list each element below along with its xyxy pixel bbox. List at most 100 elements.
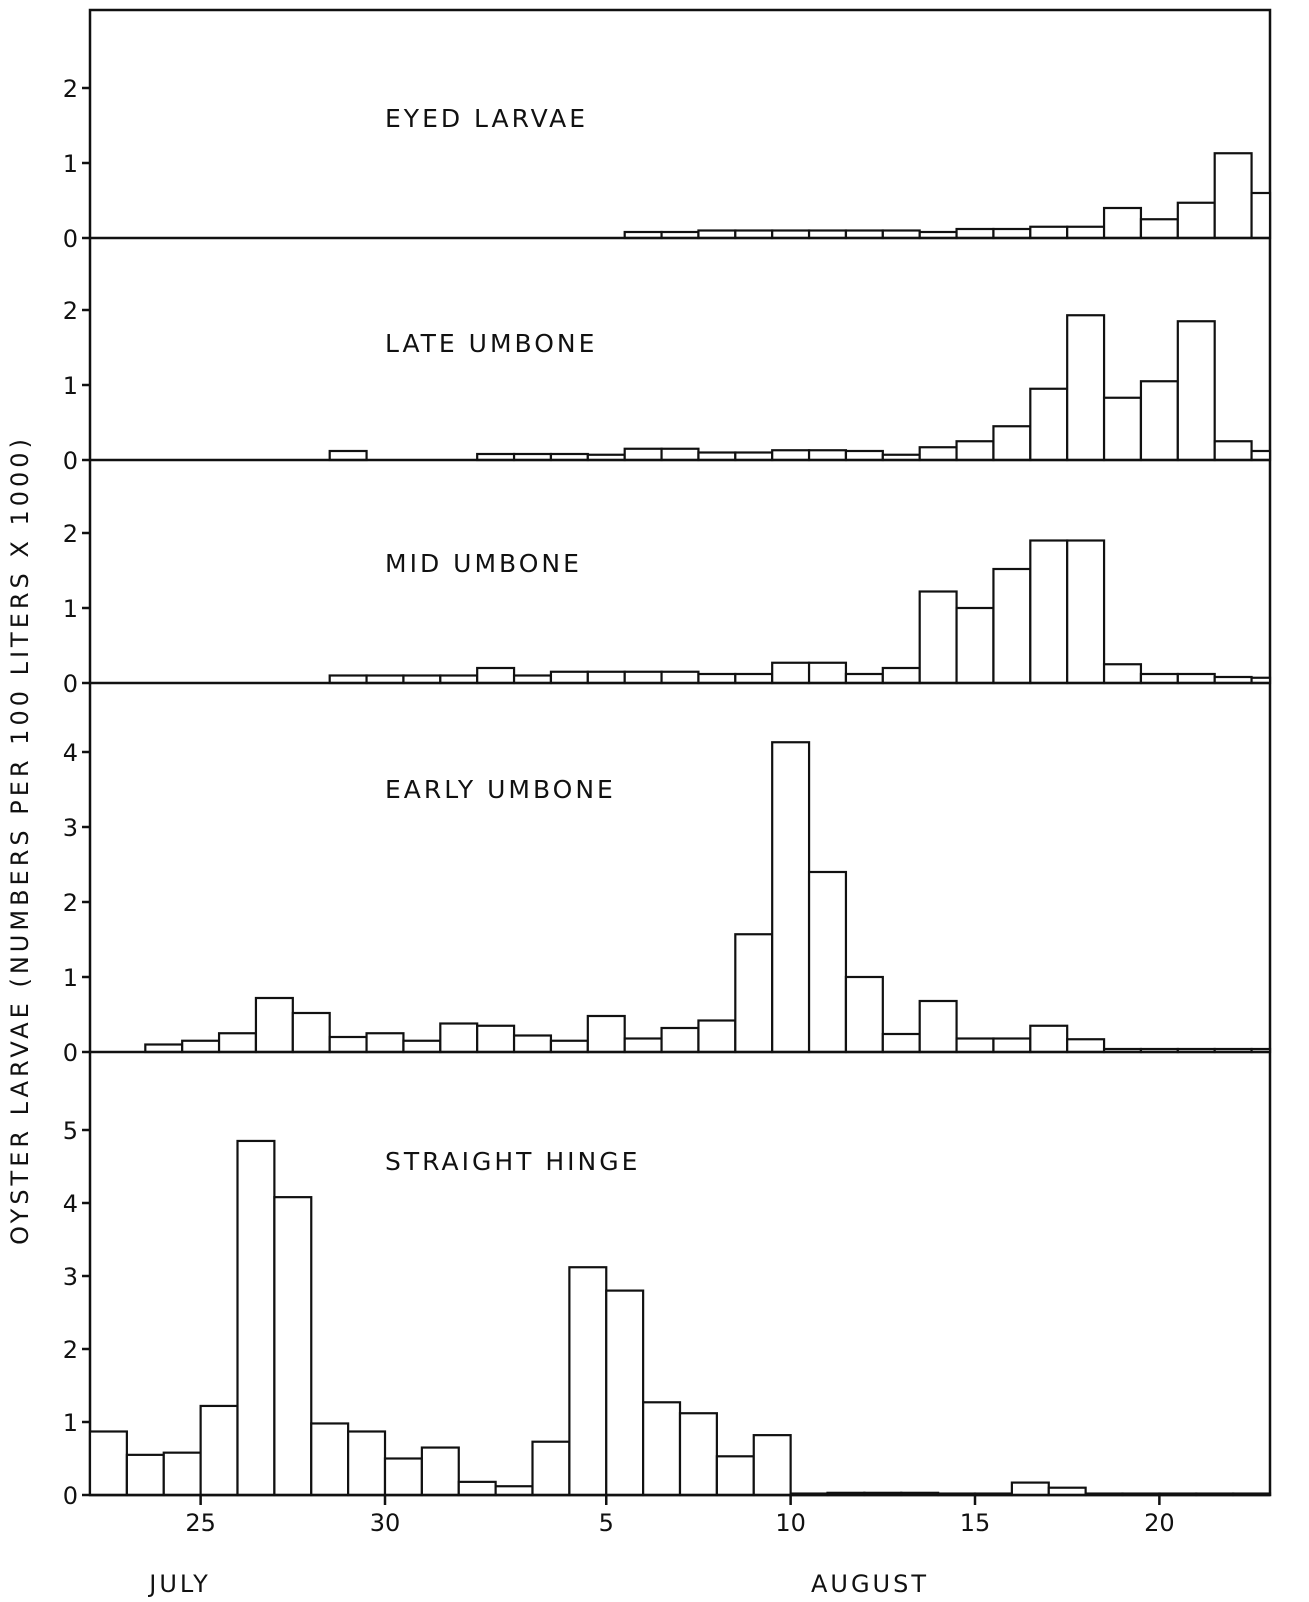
panel-title: EARLY UMBONE xyxy=(385,775,616,804)
panel-late-umbone: 0 1 2 LATE UMBONE xyxy=(63,297,1272,475)
bar xyxy=(992,227,1032,240)
month-label-july: JULY xyxy=(147,1570,211,1598)
bar xyxy=(1250,449,1272,462)
bar xyxy=(310,1422,350,1497)
bar xyxy=(1213,152,1253,240)
y-axis-label: OYSTER LARVAE (NUMBERS PER 100 LITERS X … xyxy=(6,435,34,1245)
bar xyxy=(217,1032,258,1054)
y-tick-label: 3 xyxy=(63,814,78,842)
y-tick-label: 0 xyxy=(63,447,78,475)
bar xyxy=(752,1434,792,1497)
bar xyxy=(734,672,774,685)
bar xyxy=(549,670,589,685)
y-tick-label: 2 xyxy=(63,1336,78,1364)
y-tick-label: 0 xyxy=(63,225,78,253)
bar xyxy=(162,1451,202,1497)
bar xyxy=(420,1446,460,1497)
bar xyxy=(586,670,626,685)
bar xyxy=(1029,539,1069,685)
bar xyxy=(1139,218,1179,240)
bar xyxy=(1139,672,1179,685)
bar xyxy=(1176,672,1216,685)
y-tick-label: 2 xyxy=(63,889,78,917)
bar xyxy=(918,446,958,462)
panel-eyed-larvae: 0 1 2 EYED LARVAE xyxy=(63,75,1272,253)
bar xyxy=(1066,539,1106,685)
bar xyxy=(955,606,995,685)
y-tick-label: 2 xyxy=(63,297,78,325)
bar xyxy=(955,440,995,462)
bar xyxy=(291,1011,331,1054)
bar xyxy=(678,1412,718,1497)
panel-early-umbone: 0 1 2 3 4 EARLY UMBONE xyxy=(63,739,1272,1067)
bar xyxy=(955,227,995,240)
bar xyxy=(992,567,1032,685)
bar xyxy=(660,447,700,462)
bar xyxy=(1066,225,1106,240)
y-tick-label: 4 xyxy=(63,1190,78,1218)
x-tick-label: 20 xyxy=(1144,1509,1175,1537)
y-tick-label: 3 xyxy=(63,1263,78,1291)
panel-mid-umbone: 0 1 2 MID UMBONE xyxy=(63,520,1272,698)
bar xyxy=(881,1032,921,1054)
bar xyxy=(734,933,774,1054)
panel-title: STRAIGHT HINGE xyxy=(385,1147,640,1176)
bar xyxy=(918,590,958,685)
bar xyxy=(1176,320,1216,462)
bar xyxy=(236,1139,276,1497)
bar xyxy=(1066,1038,1106,1054)
y-tick-label: 4 xyxy=(63,739,78,767)
bar xyxy=(439,1022,479,1054)
bar xyxy=(476,666,516,685)
bar xyxy=(199,1404,239,1497)
x-tick-label: 30 xyxy=(370,1509,401,1537)
panel-title: LATE UMBONE xyxy=(385,329,597,358)
y-tick-label: 1 xyxy=(63,595,78,623)
bar xyxy=(844,975,884,1054)
bar xyxy=(697,672,737,685)
x-axis: 25 30 5 10 15 20 xyxy=(185,1495,1175,1537)
bar xyxy=(881,666,921,685)
bar xyxy=(586,1014,626,1054)
x-tick-label: 5 xyxy=(599,1509,614,1537)
y-tick-label: 1 xyxy=(63,1409,78,1437)
bar xyxy=(512,1034,553,1054)
panel-title: EYED LARVAE xyxy=(385,104,588,133)
bar xyxy=(955,1037,995,1054)
bar xyxy=(1250,191,1272,240)
x-tick-label: 25 xyxy=(185,1509,216,1537)
bar xyxy=(844,672,884,685)
y-tick-label: 0 xyxy=(63,670,78,698)
bar xyxy=(365,1032,405,1054)
bar xyxy=(605,1289,645,1497)
bar xyxy=(1029,225,1069,240)
bar xyxy=(125,1453,165,1497)
bar xyxy=(273,1196,313,1497)
bar xyxy=(402,1039,442,1054)
y-tick-label: 5 xyxy=(63,1117,78,1145)
bar xyxy=(992,1037,1032,1054)
y-tick-label: 2 xyxy=(63,520,78,548)
bar xyxy=(660,1026,700,1054)
bar xyxy=(1029,1024,1069,1054)
bar xyxy=(1176,201,1216,240)
bar xyxy=(494,1485,534,1497)
bar xyxy=(771,449,811,462)
bar xyxy=(476,1024,516,1054)
x-tick-label: 15 xyxy=(960,1509,991,1537)
bar xyxy=(771,741,811,1054)
bar xyxy=(1066,314,1106,462)
bar xyxy=(328,449,368,462)
bar xyxy=(771,661,811,685)
bar xyxy=(623,1037,663,1054)
bar xyxy=(992,425,1032,462)
bar xyxy=(1139,380,1179,462)
y-tick-label: 1 xyxy=(63,150,78,178)
y-tick-label: 0 xyxy=(63,1039,78,1067)
bar xyxy=(328,1035,368,1054)
bar xyxy=(642,1401,682,1497)
bar xyxy=(181,1039,221,1054)
bar xyxy=(918,999,958,1054)
y-tick-label: 1 xyxy=(63,372,78,400)
